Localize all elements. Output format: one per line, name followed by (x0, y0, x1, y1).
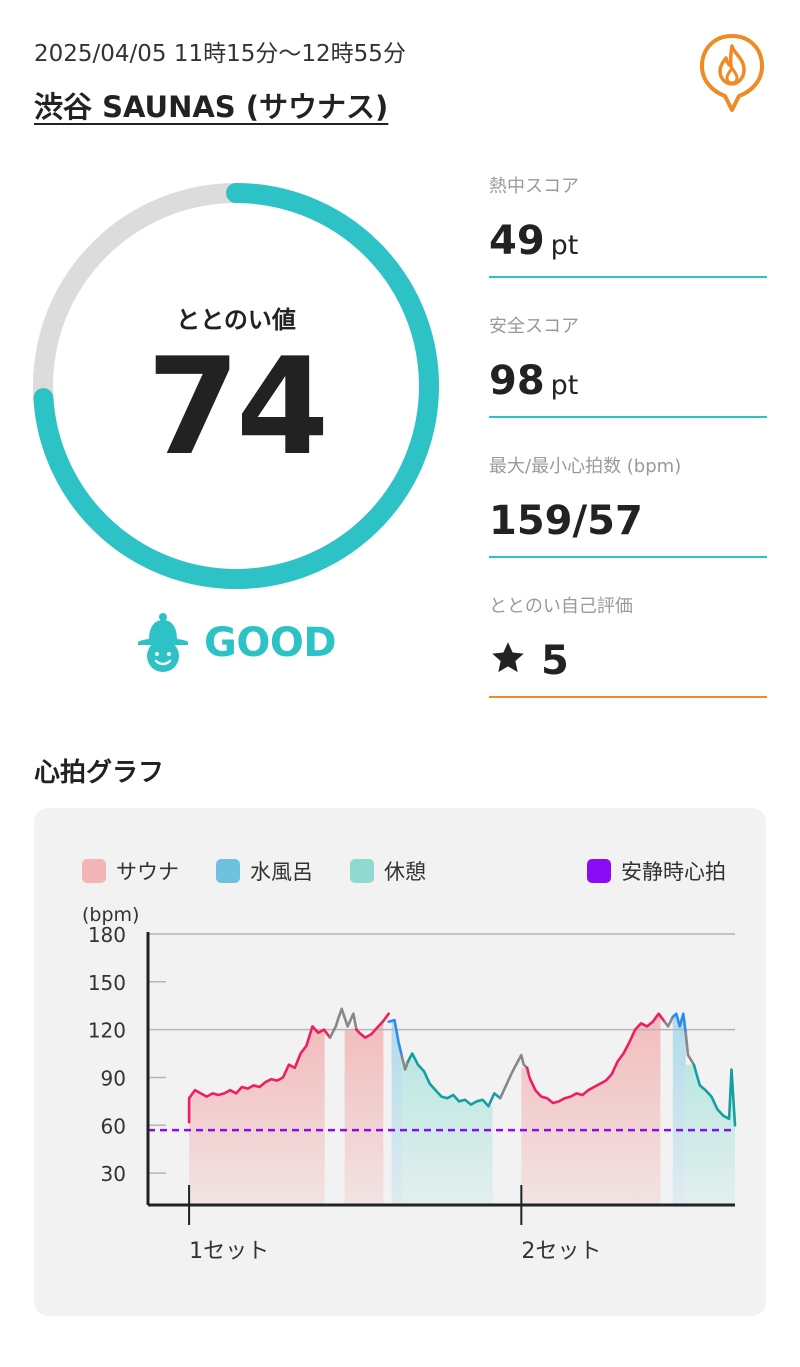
hr-line-transition (663, 1015, 675, 1028)
safety-score-divider (489, 416, 767, 418)
safety-score-value: 98 (489, 358, 545, 404)
heat-score: 熱中スコア 49 pt (489, 172, 767, 278)
legend-sauna: サウナ (82, 858, 179, 884)
phase-band-rest (401, 1053, 493, 1205)
legend-cold-bath-label: 水風呂 (250, 860, 313, 884)
star-icon (492, 642, 524, 673)
fire-pin-icon[interactable] (698, 32, 766, 114)
legend-sauna-swatch (82, 859, 106, 883)
set-marker-label: 1セット (189, 1239, 269, 1264)
legend-resting-hr-label: 安静時心拍 (621, 860, 726, 884)
heart-rate-range: 最大/最小心拍数 (bpm) 159/57 (489, 452, 767, 558)
totonoi-gauge (33, 183, 439, 589)
y-tick-label: 30 (101, 1162, 126, 1186)
legend-resting-hr-swatch (587, 859, 611, 883)
hr-line-transition (328, 1007, 358, 1039)
legend-cold-bath-swatch (216, 859, 240, 883)
facility-link[interactable]: 渋谷 SAUNAS (サウナス) (34, 90, 389, 124)
safety-score: 安全スコア 98 pt (489, 312, 767, 418)
heart-rate-range-label: 最大/最小心拍数 (bpm) (489, 456, 682, 477)
self-rating-value: 5 (541, 638, 569, 684)
hr-line-sauna (525, 1012, 666, 1105)
y-tick-label: 150 (88, 971, 126, 995)
hr-line-sauna (187, 1025, 332, 1124)
legend-cold-bath: 水風呂 (216, 858, 313, 884)
rating-text: GOOD (204, 620, 337, 666)
heat-score-label: 熱中スコア (489, 176, 579, 197)
self-rating-divider (489, 696, 767, 698)
heart-graph-title: 心拍グラフ (34, 758, 165, 788)
heat-score-unit: pt (550, 230, 579, 261)
y-tick-label: 120 (88, 1019, 126, 1043)
gauge-label: ととのい値 (176, 306, 296, 334)
phase-band-rest (685, 1064, 735, 1205)
set-marker-label: 2セット (521, 1239, 601, 1264)
phase-band-sauna (521, 1013, 661, 1205)
hr-line-cold (671, 1012, 688, 1035)
gauge-value: 74 (146, 329, 329, 485)
legend-resting-hr: 安静時心拍 (587, 858, 726, 884)
legend-sauna-label: サウナ (116, 860, 179, 884)
y-tick-label: 90 (101, 1066, 126, 1090)
safety-score-label: 安全スコア (489, 316, 579, 337)
heat-score-value: 49 (489, 218, 545, 264)
safety-score-unit: pt (550, 370, 579, 401)
self-rating: ととのい自己評価 5 (489, 592, 767, 698)
self-rating-label: ととのい自己評価 (489, 596, 633, 617)
phase-band-sauna (189, 1026, 325, 1205)
heat-score-divider (489, 276, 767, 278)
hr-line-sauna (355, 1012, 391, 1039)
legend-rest: 休憩 (350, 858, 426, 884)
gauge-progress-arc (33, 183, 439, 589)
smiling-face-hat-icon (138, 613, 188, 672)
session-datetime: 2025/04/05 11時15分〜12時55分 (34, 41, 406, 67)
heart-rate-range-divider (489, 556, 767, 558)
legend-rest-swatch (350, 859, 374, 883)
hr-line-transition (684, 1031, 696, 1066)
legend-rest-label: 休憩 (384, 860, 426, 884)
hr-line-transition (498, 1053, 529, 1100)
phase-band-cold (391, 1020, 402, 1205)
hr-line-cold (387, 1018, 403, 1057)
hr-line-rest (692, 1063, 737, 1127)
phase-band-sauna (344, 1021, 384, 1205)
hr-line-rest (406, 1052, 502, 1108)
y-tick-label: 180 (88, 923, 126, 947)
heart-rate-range-value: 159/57 (489, 498, 643, 544)
phase-band-cold (672, 1013, 686, 1205)
y-axis-unit-label: (bpm) (82, 904, 139, 926)
y-tick-label: 60 (101, 1114, 126, 1138)
hr-line-transition (400, 1053, 410, 1071)
